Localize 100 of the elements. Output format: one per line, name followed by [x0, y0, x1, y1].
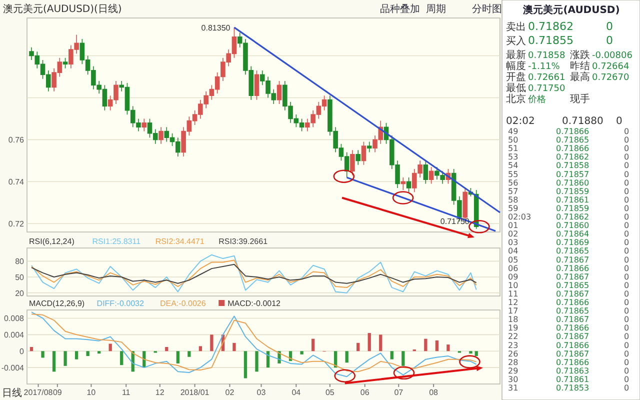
bar [176, 351, 180, 364]
x-tick-label: 08 [429, 388, 439, 397]
text: 02 0.71864 0 [508, 230, 630, 239]
text: 58 0.71861 0 [508, 195, 630, 204]
text: 开盘 0.72661 最高 0.72670 [506, 71, 630, 83]
bar [368, 333, 371, 352]
bar [244, 351, 248, 378]
text: 11 0.71867 0 [508, 289, 630, 298]
text: DIFF:-0.0032 [96, 299, 144, 308]
text: 品种叠加 [380, 3, 420, 15]
text: 53 0.71862 0 [508, 152, 630, 162]
text: 幅度 -1.11% 昨结 0.72664 [506, 60, 630, 72]
text: 19 0.71866 0 [508, 324, 630, 333]
candlestick [142, 118, 147, 132]
candlestick [400, 177, 406, 190]
text: 06 0.71866 0 [508, 264, 630, 273]
text: 03 0.71869 0 [508, 238, 630, 248]
x-axis-title: 日线 [2, 387, 22, 399]
text: 周期 [426, 3, 446, 15]
text: 54 0.71858 0 [508, 161, 630, 170]
x-tick-label: 09 [52, 388, 62, 397]
candlestick [406, 177, 412, 193]
bar [188, 351, 191, 357]
x-tick-label: 2017/08 [24, 388, 54, 397]
text: 55 0.71857 0 [508, 170, 630, 179]
text: 17 0.71865 0 [508, 306, 630, 316]
text: 02:02 0.71880 0 [506, 116, 622, 127]
bar [120, 351, 124, 366]
text: RSI3:39.2661 [218, 237, 268, 246]
bar [379, 334, 382, 352]
candlestick [62, 57, 68, 69]
text: 51 0.71866 0 [508, 144, 630, 154]
text: 50 0.71865 0 [508, 136, 630, 145]
text: 分时图 [472, 3, 502, 15]
text: 28 0.71866 0 [508, 358, 630, 367]
bar [41, 351, 44, 358]
x-tick-label: 07 [394, 388, 404, 397]
bar [255, 351, 258, 372]
bar [300, 351, 304, 354]
text: 10 0.71865 0 [508, 280, 630, 290]
y-tick-label: 0.004 [4, 330, 25, 340]
line-series [31, 254, 477, 294]
text: 卖出 0.71862 0 [506, 20, 613, 33]
bar [232, 342, 236, 352]
bar [424, 338, 428, 352]
text: 12 0.71866 0 [508, 298, 630, 307]
y-tick-label: 80 [15, 257, 25, 266]
text: 56 0.71860 0 [508, 178, 630, 188]
text: RSI2:34.4471 [155, 237, 205, 246]
bar [311, 338, 315, 352]
line-series [31, 264, 477, 284]
text: 26 0.71867 0 [508, 349, 630, 358]
y-tick-label: 0.008 [4, 314, 25, 324]
bar [52, 351, 56, 372]
bar [30, 347, 34, 352]
text: 最新 0.71858 涨跌 -0.00806 [506, 49, 633, 61]
text: 北京 价格 现手 [506, 94, 590, 105]
text: 59 0.71859 0 [508, 204, 630, 213]
y-tick-label: 0.74 [8, 178, 25, 187]
text: 29 0.71863 0 [508, 366, 630, 376]
bar [165, 347, 168, 352]
x-tick-label: 12 [155, 388, 165, 397]
y-tick-label: 20 [15, 288, 25, 298]
text: RSI1:25.8311 [92, 237, 142, 246]
x-tick-label: 04 [292, 388, 302, 397]
text: 05 0.71867 0 [508, 255, 630, 264]
bar [74, 351, 78, 360]
bar [469, 351, 472, 354]
bar [64, 351, 67, 366]
x-tick-label: 06 [360, 388, 370, 397]
line-series [31, 260, 477, 288]
candlestick [158, 126, 164, 144]
text: 30 0.71861 0 [508, 374, 630, 384]
bar [345, 351, 348, 363]
bar [198, 346, 202, 352]
text: 18 0.71867 0 [508, 315, 630, 324]
chart-title: RSI(6,12,24) [29, 237, 75, 246]
candlestick [356, 150, 360, 166]
text: 22 0.71867 0 [508, 332, 630, 342]
text: 04 0.71865 0 [508, 246, 630, 256]
text: 澳元美元(AUDUSD) [522, 4, 620, 16]
text: 01 0.71860 0 [508, 221, 630, 230]
chart-title: 澳元美元(AUDUSD)(日线) [3, 3, 122, 15]
text: DEA:-0.0026 [160, 299, 206, 308]
text: 最低 0.71750 [506, 83, 566, 94]
y-tick-label: 50 [15, 273, 25, 282]
annotation: 0.71750 [440, 216, 470, 226]
x-tick-label: 10 [86, 388, 96, 397]
text: 买入 0.71855 0 [506, 34, 613, 47]
text: 09 0.71867 0 [508, 272, 630, 282]
annotation: 0.81350 [201, 23, 231, 32]
text: 57 0.71859 0 [508, 186, 630, 196]
y-tick-label: -0.004 [1, 364, 25, 373]
x-tick-label: 11 [122, 388, 131, 397]
bar [435, 340, 439, 352]
bar [334, 351, 338, 368]
x-tick-label: 03 [256, 388, 266, 397]
x-tick-label: 02 [225, 388, 235, 397]
bar [210, 334, 214, 352]
text: 02:03 0.71862 0 [508, 212, 630, 222]
